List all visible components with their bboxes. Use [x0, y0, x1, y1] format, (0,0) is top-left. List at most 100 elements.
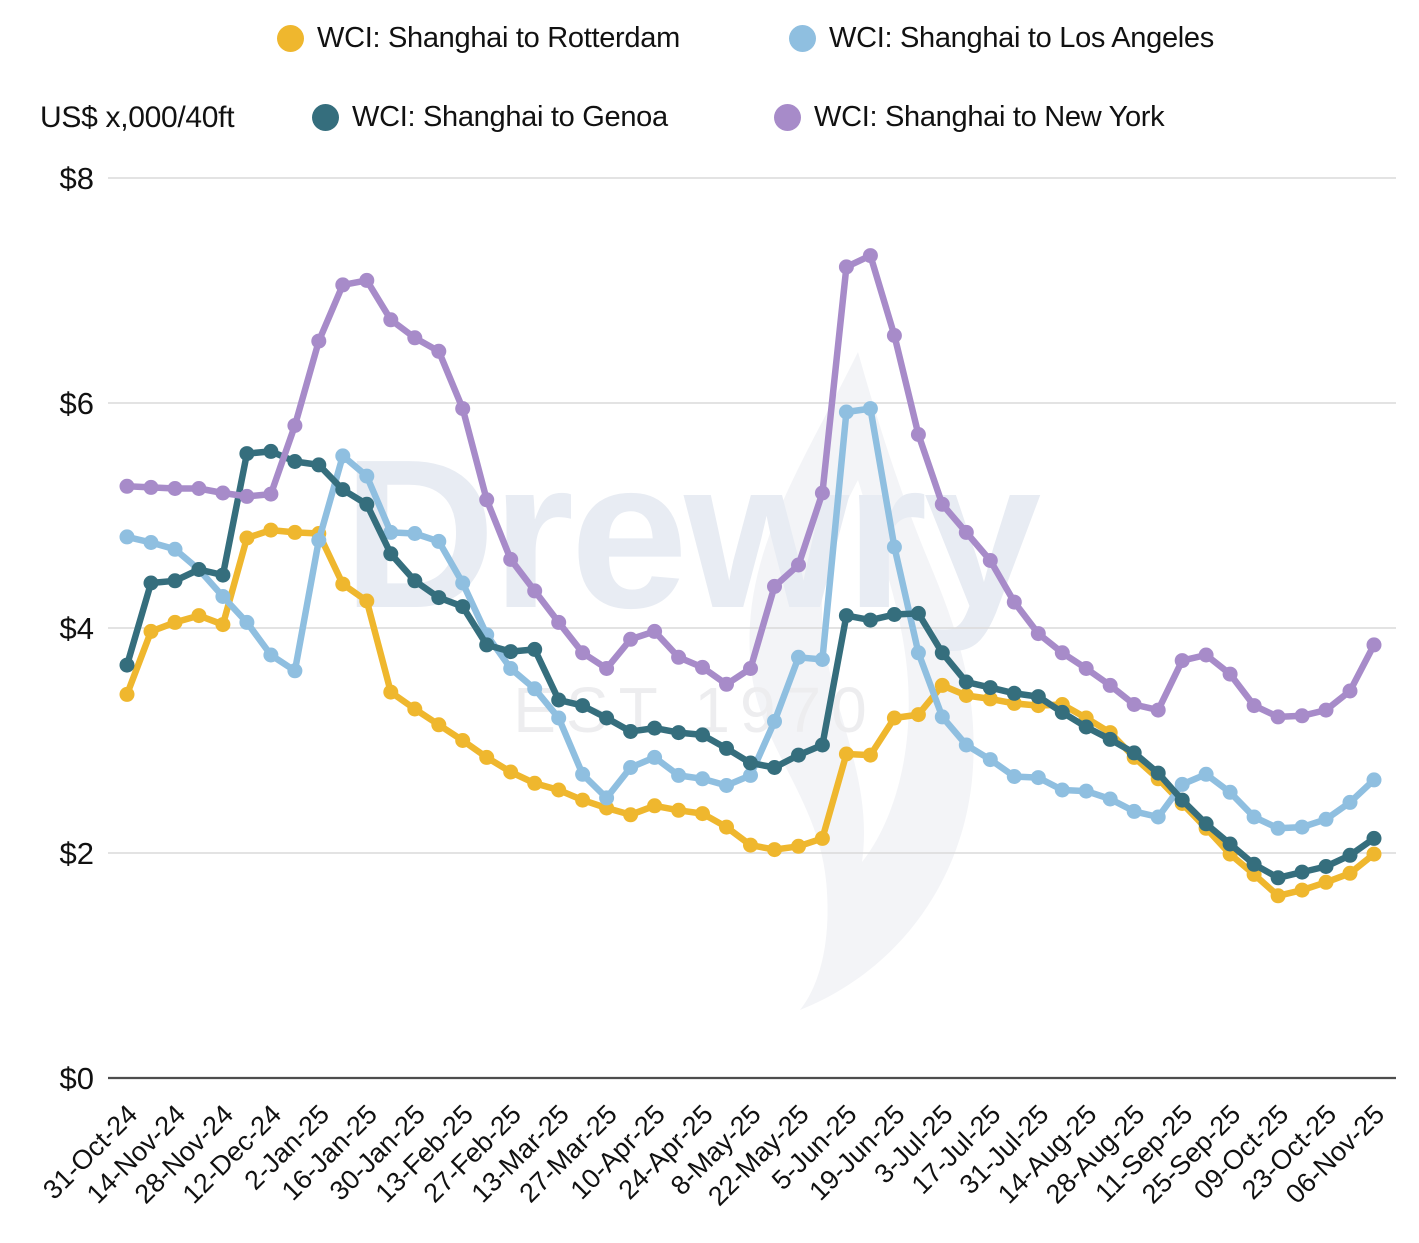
- data-point: [886, 710, 902, 726]
- data-point: [503, 551, 519, 567]
- data-point: [119, 529, 135, 545]
- data-point: [647, 749, 663, 765]
- data-point: [239, 614, 255, 630]
- data-point: [934, 645, 950, 661]
- data-point: [575, 698, 591, 714]
- data-point: [407, 701, 423, 717]
- data-point: [503, 644, 519, 660]
- data-point: [1078, 783, 1094, 799]
- data-point: [719, 676, 734, 692]
- data-point: [503, 764, 519, 780]
- data-point: [1294, 864, 1310, 880]
- y-axis-unit-label: US$ x,000/40ft: [40, 101, 235, 134]
- data-point: [1270, 709, 1286, 725]
- data-point: [862, 747, 878, 763]
- data-point: [335, 576, 351, 592]
- data-point: [695, 806, 710, 822]
- data-point: [479, 637, 495, 653]
- legend-item-los-angeles: WCI: Shanghai to Los Angeles: [789, 21, 1214, 55]
- data-point: [1054, 645, 1070, 661]
- data-point: [311, 333, 327, 349]
- data-point: [167, 573, 183, 589]
- data-point: [838, 746, 854, 762]
- data-point: [958, 737, 974, 753]
- data-point: [743, 755, 758, 771]
- data-point: [383, 524, 399, 540]
- data-point: [1006, 769, 1022, 784]
- data-point: [743, 767, 758, 783]
- data-point: [1366, 772, 1382, 788]
- data-point: [791, 747, 806, 763]
- data-point: [1030, 626, 1046, 642]
- data-point: [838, 404, 854, 420]
- data-point: [623, 760, 639, 775]
- data-point: [239, 530, 255, 546]
- data-point: [335, 277, 351, 293]
- data-point: [982, 680, 998, 696]
- legend-label-genoa: WCI: Shanghai to Genoa: [352, 100, 668, 133]
- data-point: [479, 749, 495, 765]
- data-point: [119, 478, 135, 494]
- data-point: [359, 496, 375, 512]
- data-point: [1270, 820, 1286, 836]
- y-tick-label: $8: [60, 161, 94, 196]
- data-point: [862, 612, 878, 628]
- data-point: [1126, 697, 1142, 712]
- data-point: [647, 623, 663, 639]
- data-point: [695, 659, 710, 675]
- data-point: [119, 657, 135, 673]
- data-point: [1174, 653, 1190, 669]
- data-point: [1174, 776, 1190, 792]
- data-point: [934, 709, 950, 725]
- data-point: [455, 401, 471, 417]
- data-point: [1150, 702, 1166, 718]
- data-point: [862, 248, 878, 264]
- data-point: [287, 418, 303, 433]
- data-point: [215, 617, 231, 633]
- data-point: [814, 652, 830, 667]
- data-point: [167, 541, 183, 557]
- data-point: [287, 663, 303, 679]
- data-point: [1270, 870, 1286, 886]
- legend-marker-rotterdam-icon: [277, 24, 304, 52]
- legend-item-rotterdam: WCI: Shanghai to Rotterdam: [277, 21, 680, 55]
- data-point: [359, 468, 375, 484]
- data-point: [575, 645, 591, 661]
- data-point: [934, 496, 950, 512]
- data-point: [1318, 811, 1334, 827]
- legend-item-new-york: WCI: Shanghai to New York: [774, 100, 1165, 134]
- data-point: [934, 677, 950, 693]
- data-point: [311, 457, 327, 473]
- data-point: [527, 681, 543, 697]
- data-point: [575, 766, 591, 782]
- data-point: [1126, 745, 1142, 761]
- data-point: [982, 553, 998, 568]
- data-point: [1222, 784, 1238, 800]
- data-point: [1198, 816, 1214, 832]
- data-point: [527, 583, 543, 599]
- data-point: [743, 661, 758, 676]
- data-point: [383, 546, 399, 562]
- data-point: [527, 641, 543, 657]
- data-point: [1078, 661, 1094, 676]
- data-point: [1054, 704, 1070, 720]
- data-point: [886, 328, 902, 343]
- data-point: [215, 485, 231, 501]
- data-point: [1006, 594, 1022, 610]
- data-point: [791, 649, 806, 665]
- data-point: [838, 608, 854, 624]
- data-point: [1198, 647, 1214, 663]
- data-point: [695, 771, 710, 787]
- data-point: [623, 807, 639, 823]
- data-point: [743, 837, 758, 853]
- data-point: [695, 727, 710, 743]
- data-point: [143, 535, 159, 550]
- data-point: [1222, 836, 1238, 852]
- data-point: [551, 614, 567, 630]
- data-point: [1342, 683, 1358, 699]
- data-point: [167, 614, 183, 630]
- y-tick-label: $0: [60, 1061, 94, 1096]
- data-point: [1246, 698, 1262, 714]
- legend-label-rotterdam: WCI: Shanghai to Rotterdam: [317, 21, 680, 54]
